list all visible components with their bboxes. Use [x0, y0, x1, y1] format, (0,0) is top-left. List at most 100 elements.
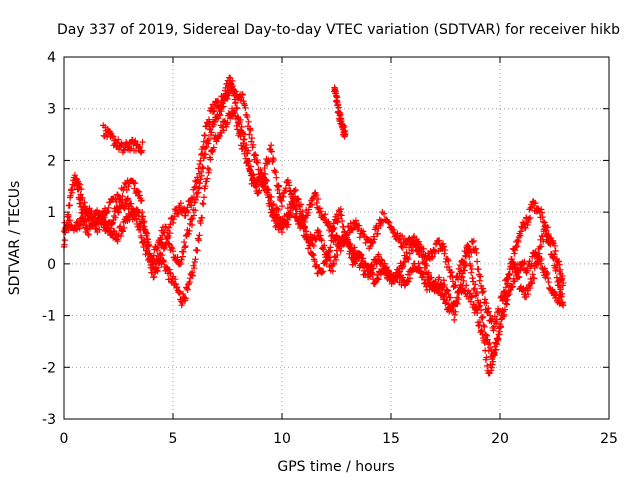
data-point — [552, 247, 559, 255]
data-point — [77, 196, 84, 203]
data-point — [493, 340, 500, 347]
data-point — [337, 211, 344, 218]
data-point — [124, 196, 131, 203]
data-point — [168, 243, 175, 251]
data-point — [186, 278, 193, 286]
data-point — [61, 236, 69, 244]
data-point — [216, 112, 224, 119]
data-point — [184, 209, 192, 216]
data-point — [165, 232, 172, 240]
data-point — [417, 246, 425, 253]
data-point — [170, 215, 177, 223]
data-point — [329, 225, 337, 233]
data-point — [355, 222, 363, 229]
data-point — [179, 206, 187, 213]
data-point — [299, 212, 307, 220]
data-point — [498, 293, 506, 301]
data-point — [294, 195, 301, 202]
data-point — [200, 200, 207, 208]
data-point — [166, 266, 173, 273]
data-point — [250, 141, 257, 149]
data-point — [473, 258, 481, 265]
data-point — [524, 267, 531, 274]
data-point — [137, 226, 144, 233]
data-point — [454, 300, 461, 308]
data-point — [65, 212, 72, 220]
data-point — [75, 186, 82, 193]
data-point — [182, 242, 189, 250]
data-point — [462, 252, 469, 259]
data-point — [361, 260, 369, 267]
data-point — [334, 101, 342, 108]
data-point — [435, 274, 443, 281]
data-point — [506, 290, 513, 298]
data-point — [502, 300, 510, 307]
scatter-track-track-5 — [71, 74, 567, 334]
data-point — [346, 248, 354, 255]
tick-layer: 0 5 10 15 20 25 -3 -2 -1 0 1 2 3 4 — [42, 50, 618, 447]
data-point — [253, 156, 261, 164]
data-point — [525, 215, 532, 223]
data-point — [440, 243, 447, 250]
data-point — [204, 175, 211, 182]
data-point — [528, 280, 536, 287]
data-point — [377, 256, 385, 263]
data-point — [132, 209, 139, 217]
data-point — [192, 207, 199, 214]
data-point — [435, 237, 443, 244]
data-point — [483, 362, 491, 370]
data-point — [335, 243, 342, 250]
data-point — [239, 140, 247, 147]
data-point — [197, 151, 205, 158]
y-tick-label: 0 — [47, 257, 56, 273]
data-point — [207, 156, 214, 163]
y-tick-label: 4 — [47, 50, 56, 66]
data-point — [246, 125, 254, 132]
data-point — [327, 244, 334, 251]
data-point — [104, 208, 111, 215]
data-point — [419, 270, 426, 277]
data-point — [481, 323, 488, 330]
data-point — [301, 224, 309, 232]
data-point — [135, 144, 142, 152]
data-point — [67, 192, 74, 199]
data-point — [168, 245, 176, 252]
data-point — [553, 264, 560, 272]
data-point — [486, 312, 494, 319]
data-point — [152, 268, 159, 276]
data-point — [313, 199, 320, 207]
data-point — [386, 219, 393, 226]
data-point — [171, 275, 179, 283]
data-point — [275, 214, 283, 221]
data-point — [452, 308, 459, 315]
data-point — [403, 249, 410, 256]
data-point — [192, 256, 199, 263]
data-point — [244, 113, 251, 121]
data-point — [481, 347, 489, 354]
data-point — [405, 255, 412, 263]
data-point — [299, 208, 306, 216]
data-point — [236, 128, 244, 135]
chart-title: Day 337 of 2019, Sidereal Day-to-day VTE… — [57, 22, 620, 38]
data-point — [201, 132, 209, 139]
data-point — [202, 182, 209, 190]
data-point — [105, 204, 112, 212]
data-point — [481, 339, 488, 346]
data-point — [485, 308, 493, 315]
data-point — [474, 309, 481, 317]
data-point — [316, 209, 323, 216]
data-point — [374, 275, 381, 282]
data-point — [481, 296, 489, 303]
data-point — [490, 327, 497, 334]
data-point — [513, 266, 520, 273]
data-point — [439, 240, 447, 247]
data-point — [137, 148, 144, 155]
data-point — [471, 281, 479, 288]
data-point — [377, 222, 384, 229]
data-point — [113, 191, 121, 198]
data-point — [121, 204, 128, 212]
data-point — [471, 285, 478, 292]
data-point — [524, 291, 532, 298]
data-point — [246, 131, 253, 138]
data-point — [182, 295, 189, 302]
